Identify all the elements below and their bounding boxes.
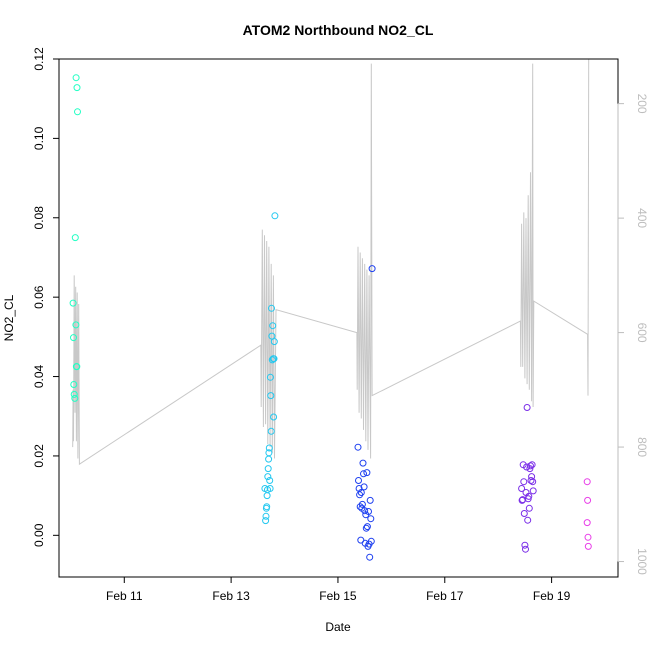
data-point-83 xyxy=(528,461,536,469)
y-tick-label-6: 0.12 xyxy=(32,47,46,71)
data-point-64 xyxy=(518,485,526,492)
data-point-74 xyxy=(523,404,531,411)
chart-title: ATOM2 Northbound NO2_CL xyxy=(243,22,434,38)
data-point-8 xyxy=(73,363,81,371)
data-point-81 xyxy=(527,477,535,484)
data-point-6 xyxy=(72,321,80,329)
data-point-47 xyxy=(359,459,367,467)
data-point-28 xyxy=(267,427,275,435)
data-point-88 xyxy=(583,519,591,527)
x-axis-label: Date xyxy=(325,620,351,634)
x-tick-label-4: Feb 19 xyxy=(533,589,571,603)
data-point-21 xyxy=(265,455,273,463)
data-point-70 xyxy=(521,541,529,549)
x-tick-label-1: Feb 13 xyxy=(212,589,250,603)
y2-tick-label-3: 800 xyxy=(635,437,649,457)
data-point-3 xyxy=(70,390,78,398)
x-tick-label-3: Feb 17 xyxy=(426,589,464,603)
data-point-80 xyxy=(527,462,534,470)
y-axis: 0.00 0.02 0.04 0.06 0.08 0.10 0.12 xyxy=(32,47,59,547)
data-point-57 xyxy=(365,508,372,515)
data-point-35 xyxy=(270,355,278,363)
y-axis-label: NO2_CL xyxy=(2,294,16,341)
data-point-71 xyxy=(522,545,529,553)
data-point-24 xyxy=(266,477,274,484)
data-point-85 xyxy=(529,487,537,495)
data-point-90 xyxy=(584,542,592,550)
data-point-53 xyxy=(362,524,370,532)
data-point-68 xyxy=(520,478,528,486)
data-point-20 xyxy=(264,465,272,473)
data-point-54 xyxy=(363,469,371,477)
data-point-31 xyxy=(268,356,276,364)
points-layer xyxy=(69,74,592,561)
data-point-9 xyxy=(72,74,80,82)
data-point-82 xyxy=(528,473,536,481)
y2-axis: 200 400 600 800 1000 xyxy=(617,94,649,575)
data-point-62 xyxy=(367,537,375,545)
x-tick-label-2: Feb 15 xyxy=(319,589,357,603)
data-point-1 xyxy=(70,334,77,342)
data-point-79 xyxy=(526,465,534,473)
data-point-48 xyxy=(360,470,367,478)
data-point-17 xyxy=(263,492,271,500)
data-point-10 xyxy=(73,84,81,92)
data-point-0 xyxy=(69,299,77,307)
y-tick-label-1: 0.02 xyxy=(32,444,46,468)
data-point-87 xyxy=(584,496,592,504)
data-point-5 xyxy=(71,234,79,242)
data-point-39 xyxy=(355,477,362,484)
data-point-26 xyxy=(266,373,274,381)
data-point-22 xyxy=(265,449,273,457)
data-point-60 xyxy=(366,496,374,504)
data-point-86 xyxy=(583,478,591,486)
data-point-34 xyxy=(270,413,278,421)
data-point-25 xyxy=(266,485,274,492)
data-point-89 xyxy=(584,533,592,541)
y-tick-label-0: 0.00 xyxy=(32,523,46,547)
data-point-14 xyxy=(262,512,270,520)
data-point-38 xyxy=(354,443,362,451)
secondary-series-line xyxy=(72,59,590,466)
data-point-37 xyxy=(271,212,279,220)
data-point-63 xyxy=(368,265,376,273)
y-tick-label-4: 0.08 xyxy=(32,206,46,230)
data-point-78 xyxy=(525,504,533,512)
data-point-2 xyxy=(70,381,78,388)
data-point-46 xyxy=(358,500,366,508)
y2-tick-label-0: 200 xyxy=(635,94,649,114)
data-point-50 xyxy=(361,507,369,515)
y-tick-label-2: 0.04 xyxy=(32,364,46,388)
data-point-27 xyxy=(267,392,275,400)
y2-tick-label-4: 1000 xyxy=(635,548,649,575)
data-point-19 xyxy=(264,473,272,481)
data-point-75 xyxy=(524,516,532,524)
data-point-59 xyxy=(366,553,374,561)
data-point-49 xyxy=(360,483,368,491)
secondary-series-layer xyxy=(72,59,590,466)
data-point-61 xyxy=(367,515,375,523)
data-point-16 xyxy=(263,503,271,511)
y-tick-label-5: 0.10 xyxy=(32,126,46,150)
data-point-55 xyxy=(363,523,371,531)
y2-tick-label-1: 400 xyxy=(635,208,649,228)
data-point-84 xyxy=(529,478,537,486)
data-point-69 xyxy=(520,510,528,517)
data-point-32 xyxy=(269,322,277,330)
y2-tick-label-2: 600 xyxy=(635,323,649,343)
data-point-42 xyxy=(356,503,364,511)
x-axis: Feb 11 Feb 13 Feb 15 Feb 17 Feb 19 xyxy=(106,577,571,603)
y-tick-label-3: 0.06 xyxy=(32,285,46,309)
data-point-11 xyxy=(74,108,81,116)
data-point-44 xyxy=(357,489,365,496)
data-point-23 xyxy=(265,444,273,452)
x-tick-label-0: Feb 11 xyxy=(106,589,143,603)
data-point-77 xyxy=(525,492,533,500)
data-point-13 xyxy=(262,517,270,525)
data-point-29 xyxy=(268,304,275,312)
data-point-36 xyxy=(270,338,278,346)
data-point-4 xyxy=(71,394,79,402)
